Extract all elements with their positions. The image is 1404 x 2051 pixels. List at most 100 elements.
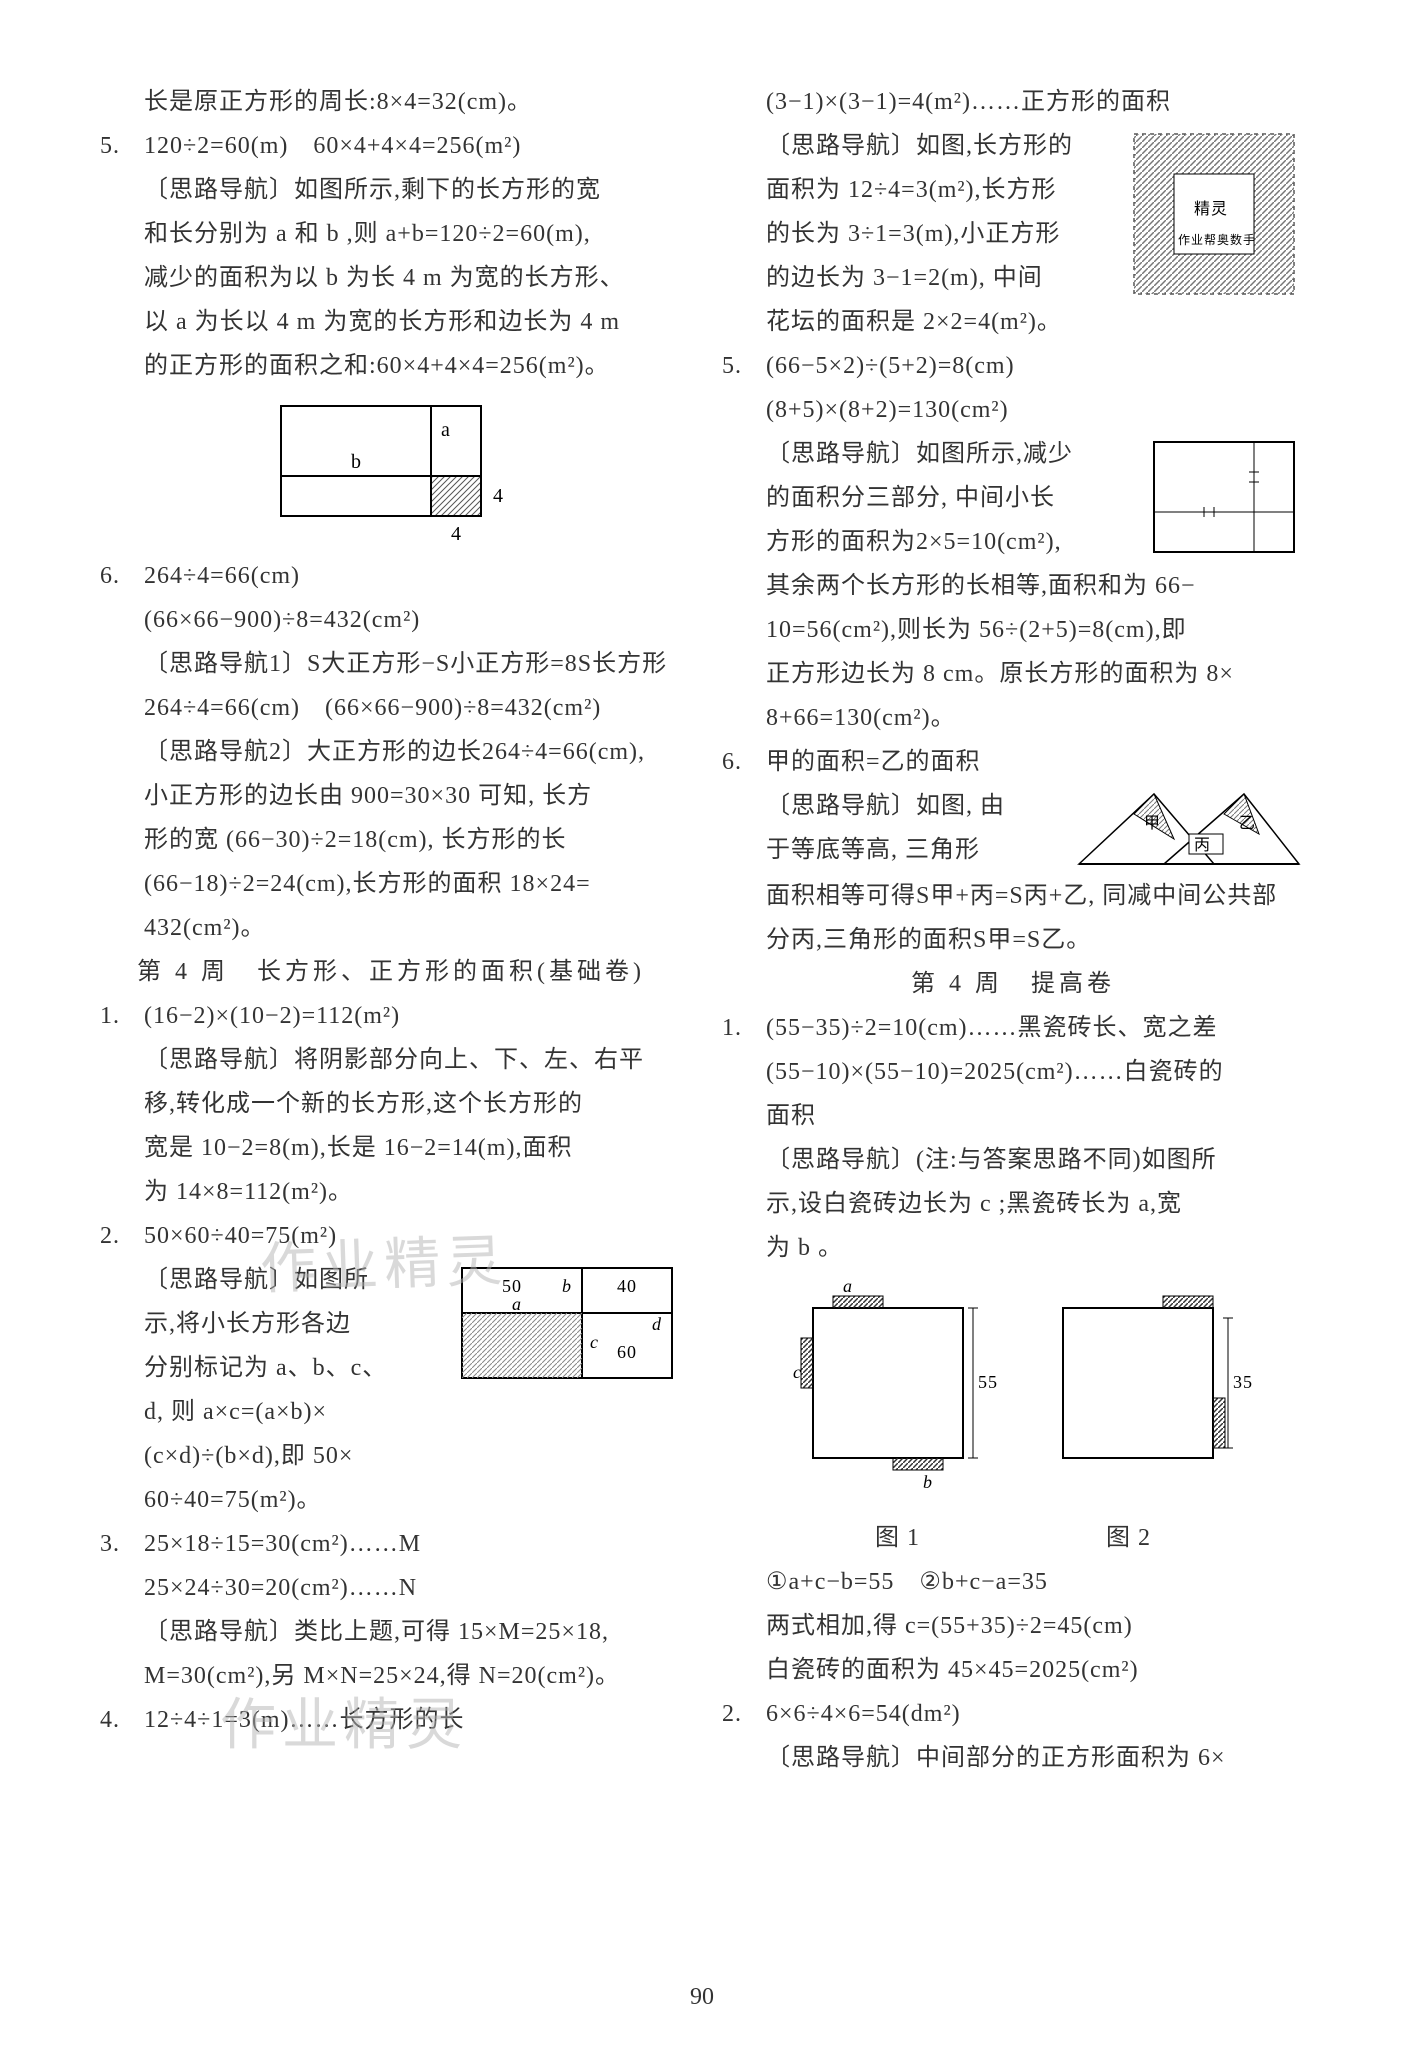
svg-text:c: c xyxy=(793,1362,802,1382)
text-line: (55−35)÷2=10(cm)……黑瓷砖长、宽之差 xyxy=(766,1006,1304,1050)
item-number: 6. xyxy=(722,740,766,784)
text-line: 12÷4÷1=3(m)……长方形的长 xyxy=(144,1698,682,1742)
item-1b: 1. (16−2)×(10−2)=112(m²) xyxy=(100,994,682,1038)
text-line: (55−10)×(55−10)=2025(cm²)……白瓷砖的 xyxy=(722,1050,1304,1094)
text-line: 示,设白瓷砖边长为 c ;黑瓷砖长为 a,宽 xyxy=(722,1182,1304,1226)
two-column-layout: 长是原正方形的周长:8×4=32(cm)。 5. 120÷2=60(m) 60×… xyxy=(100,80,1304,1930)
text-line: 以 a 为长以 4 m 为宽的长方形和边长为 4 m xyxy=(100,300,682,344)
right-column: (3−1)×(3−1)=4(m²)……正方形的面积 精灵 作业帮奥数手 xyxy=(722,80,1304,1930)
item-number: 2. xyxy=(722,1692,766,1736)
item-number: 5. xyxy=(722,344,766,388)
text-line: 白瓷砖的面积为 45×45=2025(cm²) xyxy=(722,1648,1304,1692)
text-line: 〔思路导航2〕大正方形的边长264÷4=66(cm), xyxy=(100,730,682,774)
svg-text:a: a xyxy=(843,1278,853,1296)
text-line: d, 则 a×c=(a×b)× xyxy=(100,1390,682,1434)
item-3b: 3. 25×18÷15=30(cm²)……M xyxy=(100,1522,682,1566)
text-line: 宽是 10−2=8(m),长是 16−2=14(m),面积 xyxy=(100,1126,682,1170)
text-line: (c×d)÷(b×d),即 50× xyxy=(100,1434,682,1478)
figure-rect-cut xyxy=(1144,432,1304,562)
figure-1: a b 4 4 xyxy=(100,396,682,546)
text-line: 50×60÷40=75(m²) xyxy=(144,1214,682,1258)
label-4b: 4 xyxy=(451,523,462,545)
label-a: a xyxy=(441,419,451,441)
svg-text:甲: 甲 xyxy=(1144,815,1161,832)
label-4r: 4 xyxy=(493,485,504,507)
figure-captions: 图 1 图 2 xyxy=(722,1516,1304,1560)
text-line: ①a+c−b=55 ②b+c−a=35 xyxy=(722,1560,1304,1604)
text-line: 分丙,三角形的面积S甲=S乙。 xyxy=(722,918,1304,962)
text-line: (3−1)×(3−1)=4(m²)……正方形的面积 xyxy=(722,80,1304,124)
caption-2: 图 2 xyxy=(1106,1516,1151,1560)
svg-text:50: 50 xyxy=(502,1276,522,1296)
text-line: 〔思路导航〕类比上题,可得 15×M=25×18, xyxy=(100,1610,682,1654)
svg-text:60: 60 xyxy=(617,1342,637,1362)
item-number: 2. xyxy=(100,1214,144,1258)
text-line: 长是原正方形的周长:8×4=32(cm)。 xyxy=(100,80,682,124)
item-4b: 4. 12÷4÷1=3(m)……长方形的长 xyxy=(100,1698,682,1742)
svg-text:精灵: 精灵 xyxy=(1194,200,1228,218)
text-line: 432(cm²)。 xyxy=(100,906,682,950)
text-line: 花坛的面积是 2×2=4(m²)。 xyxy=(722,300,1304,344)
text-line: 〔思路导航〕(注:与答案思路不同)如图所 xyxy=(722,1138,1304,1182)
svg-text:b: b xyxy=(923,1472,933,1492)
text-line: (66−5×2)÷(5+2)=8(cm) xyxy=(766,344,1304,388)
figure-tiles: a c b 55 35 xyxy=(722,1278,1304,1508)
svg-text:乙: 乙 xyxy=(1239,815,1256,832)
caption-1: 图 1 xyxy=(875,1516,920,1560)
text-line: 10=56(cm²),则长为 56÷(2+5)=8(cm),即 xyxy=(722,608,1304,652)
text-line: 25×18÷15=30(cm²)……M xyxy=(144,1522,682,1566)
text-line: (66×66−900)÷8=432(cm²) xyxy=(100,598,682,642)
svg-text:35: 35 xyxy=(1233,1372,1253,1392)
svg-text:b: b xyxy=(562,1276,572,1296)
figure-2: 50 b a 40 d c 60 xyxy=(452,1258,682,1388)
text-line: (66−18)÷2=24(cm),长方形的面积 18×24= xyxy=(100,862,682,906)
svg-text:d: d xyxy=(652,1314,662,1334)
text-line: 〔思路导航〕将阴影部分向上、下、左、右平 xyxy=(100,1038,682,1082)
text-line: 〔思路导航〕如图所示,剩下的长方形的宽 xyxy=(100,168,682,212)
section-title: 第 4 周 长方形、正方形的面积(基础卷) xyxy=(100,950,682,994)
item-5: 5. 120÷2=60(m) 60×4+4×4=256(m²) xyxy=(100,124,682,168)
figure-triangles: 甲 乙 丙 xyxy=(1074,784,1304,874)
page-number: 90 xyxy=(0,1984,1404,2011)
text-line: 其余两个长方形的长相等,面积和为 66− xyxy=(722,564,1304,608)
item-2c: 2. 6×6÷4×6=54(dm²) xyxy=(722,1692,1304,1736)
text-line: 264÷4=66(cm) xyxy=(144,554,682,598)
wrap-block: 精灵 作业帮奥数手 〔思路导航〕如图,长方形的 面积为 12÷4=3(m²),长… xyxy=(722,124,1304,344)
text-line: 两式相加,得 c=(55+35)÷2=45(cm) xyxy=(722,1604,1304,1648)
item-6r: 6. 甲的面积=乙的面积 xyxy=(722,740,1304,784)
left-column: 长是原正方形的周长:8×4=32(cm)。 5. 120÷2=60(m) 60×… xyxy=(100,80,682,1930)
text-line: 8+66=130(cm²)。 xyxy=(722,696,1304,740)
text-line: 小正方形的边长由 900=30×30 可知, 长方 xyxy=(100,774,682,818)
wrap-block: 50 b a 40 d c 60 〔思路导航〕如图所 示,将小长方形各边 分别标… xyxy=(100,1258,682,1434)
text-line: 形的宽 (66−30)÷2=18(cm), 长方形的长 xyxy=(100,818,682,862)
item-number: 5. xyxy=(100,124,144,168)
text-line: 为 b 。 xyxy=(722,1226,1304,1270)
text-line: 〔思路导航1〕S大正方形−S小正方形=8S长方形 xyxy=(100,642,682,686)
wrap-block: 〔思路导航〕如图所示,减少 的面积分三部分, 中间小长 方形的面积为2×5=10… xyxy=(722,432,1304,564)
wrap-block: 甲 乙 丙 〔思路导航〕如图, 由 于等底等高, 三角形 xyxy=(722,784,1304,874)
svg-text:c: c xyxy=(590,1332,599,1352)
section-title: 第 4 周 提高卷 xyxy=(722,962,1304,1006)
text-line: 正方形边长为 8 cm。原长方形的面积为 8× xyxy=(722,652,1304,696)
item-number: 6. xyxy=(100,554,144,598)
text-line: 〔思路导航〕中间部分的正方形面积为 6× xyxy=(722,1736,1304,1780)
text-line: 120÷2=60(m) 60×4+4×4=256(m²) xyxy=(144,124,682,168)
item-6: 6. 264÷4=66(cm) xyxy=(100,554,682,598)
text-line: 移,转化成一个新的长方形,这个长方形的 xyxy=(100,1082,682,1126)
text-line: 面积相等可得S甲+丙=S丙+乙, 同减中间公共部 xyxy=(722,874,1304,918)
text-line: 60÷40=75(m²)。 xyxy=(100,1478,682,1522)
text-line: 减少的面积为以 b 为长 4 m 为宽的长方形、 xyxy=(100,256,682,300)
text-line: 264÷4=66(cm) (66×66−900)÷8=432(cm²) xyxy=(100,686,682,730)
text-line: 甲的面积=乙的面积 xyxy=(766,740,1304,784)
text-line: M=30(cm²),另 M×N=25×24,得 N=20(cm²)。 xyxy=(100,1654,682,1698)
item-1c: 1. (55−35)÷2=10(cm)……黑瓷砖长、宽之差 xyxy=(722,1006,1304,1050)
item-number: 4. xyxy=(100,1698,144,1742)
text-line: (8+5)×(8+2)=130(cm²) xyxy=(722,388,1304,432)
text-line: 和长分别为 a 和 b ,则 a+b=120÷2=60(m), xyxy=(100,212,682,256)
label-b: b xyxy=(351,451,362,473)
text-line: (16−2)×(10−2)=112(m²) xyxy=(144,994,682,1038)
text-line: 25×24÷30=20(cm²)……N xyxy=(100,1566,682,1610)
item-number: 1. xyxy=(100,994,144,1038)
item-2b: 2. 50×60÷40=75(m²) xyxy=(100,1214,682,1258)
svg-text:40: 40 xyxy=(617,1276,637,1296)
